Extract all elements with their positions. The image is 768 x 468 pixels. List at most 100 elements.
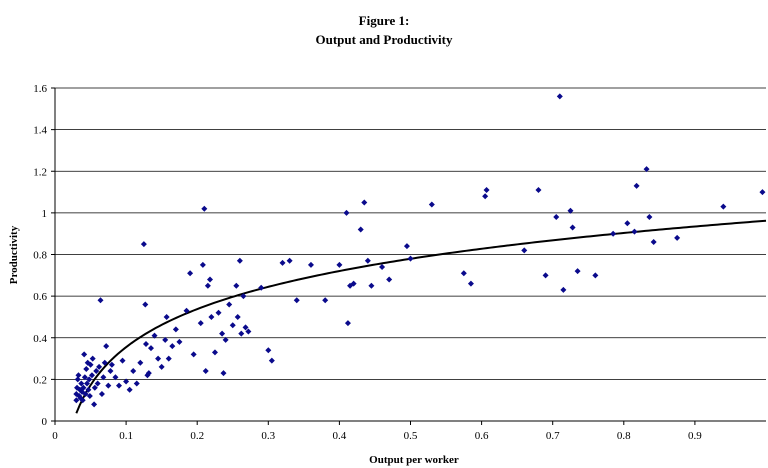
data-point: [199, 261, 206, 268]
data-point: [155, 355, 162, 362]
x-tick-labels: 0 0.1 0.2 0.3 0.4 0.5 0.6 0.7 0.8 0.9: [52, 421, 702, 442]
data-point: [100, 374, 107, 381]
data-point: [91, 384, 98, 391]
data-point: [93, 368, 100, 375]
data-point: [350, 280, 357, 287]
data-point: [386, 276, 393, 283]
data-point: [403, 243, 410, 250]
data-point: [460, 270, 467, 277]
data-point: [172, 326, 179, 333]
data-point: [343, 209, 350, 216]
data-point: [75, 372, 82, 379]
data-point: [86, 393, 93, 400]
y-tick-labels: 0 0.2 0.4 0.6 0.8 1 1.2 1.4 1.6: [33, 83, 47, 428]
x-tick-label: 0.8: [617, 430, 631, 442]
data-point: [560, 286, 567, 293]
data-point: [87, 361, 94, 368]
data-point: [107, 368, 114, 375]
data-point: [147, 345, 154, 352]
data-point: [108, 361, 115, 368]
data-point: [407, 255, 414, 262]
data-point: [187, 270, 194, 277]
data-point: [204, 282, 211, 289]
data-point: [103, 343, 110, 350]
data-point: [115, 382, 122, 389]
data-point: [142, 301, 149, 308]
data-point: [123, 378, 130, 385]
y-tick-label: 0.4: [33, 333, 47, 345]
data-point: [169, 343, 176, 350]
y-tick-label: 1.6: [33, 83, 47, 95]
data-point: [364, 257, 371, 264]
data-point: [74, 376, 81, 383]
data-point: [201, 205, 208, 212]
data-point: [112, 374, 119, 381]
data-point: [97, 297, 104, 304]
data-point: [624, 220, 631, 227]
y-tick-label: 1: [42, 208, 48, 220]
data-point: [238, 330, 245, 337]
data-point: [163, 313, 170, 320]
x-tick-label: 0.7: [546, 430, 560, 442]
gridlines: [51, 87, 766, 422]
data-point: [265, 347, 272, 354]
data-point: [197, 320, 204, 327]
data-point: [80, 384, 87, 391]
y-tick-label: 1.4: [33, 125, 47, 137]
x-tick-label: 0.4: [333, 430, 347, 442]
data-point: [73, 397, 80, 404]
data-point: [219, 330, 226, 337]
data-point: [226, 301, 233, 308]
y-tick-label: 1.2: [33, 166, 47, 178]
x-tick-label: 0.6: [475, 430, 489, 442]
data-point: [279, 259, 286, 266]
data-point: [119, 357, 126, 364]
data-point: [344, 320, 351, 327]
x-tick-label: 0: [52, 430, 58, 442]
data-point: [176, 338, 183, 345]
data-point: [307, 261, 314, 268]
data-point: [569, 224, 576, 231]
trendline: [75, 219, 767, 414]
data-point: [357, 226, 364, 233]
data-point: [720, 203, 727, 210]
data-point: [130, 368, 137, 375]
data-point: [592, 272, 599, 279]
data-point: [631, 228, 638, 235]
data-point: [759, 189, 766, 196]
y-tick-label: 0.6: [33, 291, 47, 303]
data-point: [556, 93, 563, 100]
data-point: [202, 368, 209, 375]
data-point: [535, 186, 542, 193]
data-point: [521, 247, 528, 254]
data-point: [140, 241, 147, 248]
trendline-curve: [75, 219, 767, 414]
data-point: [633, 182, 640, 189]
data-point: [190, 351, 197, 358]
data-point: [91, 401, 98, 408]
data-point: [567, 207, 574, 214]
x-tick-label: 0.2: [190, 430, 204, 442]
data-point: [574, 268, 581, 275]
y-axis-label: Productivity: [8, 225, 20, 284]
data-point: [542, 272, 549, 279]
data-point: [229, 322, 236, 329]
data-point: [137, 359, 144, 366]
data-point: [268, 357, 275, 364]
data-point: [467, 280, 474, 287]
data-point: [336, 261, 343, 268]
data-point: [286, 257, 293, 264]
data-point: [206, 276, 213, 283]
x-tick-label: 0.5: [404, 430, 418, 442]
data-point: [101, 359, 108, 366]
data-point: [293, 297, 300, 304]
data-point: [105, 382, 112, 389]
data-point: [650, 239, 657, 246]
data-point: [211, 349, 218, 356]
data-point: [81, 351, 88, 358]
data-point: [482, 193, 489, 200]
data-point: [233, 282, 240, 289]
data-point: [258, 284, 265, 291]
data-point: [158, 363, 165, 370]
